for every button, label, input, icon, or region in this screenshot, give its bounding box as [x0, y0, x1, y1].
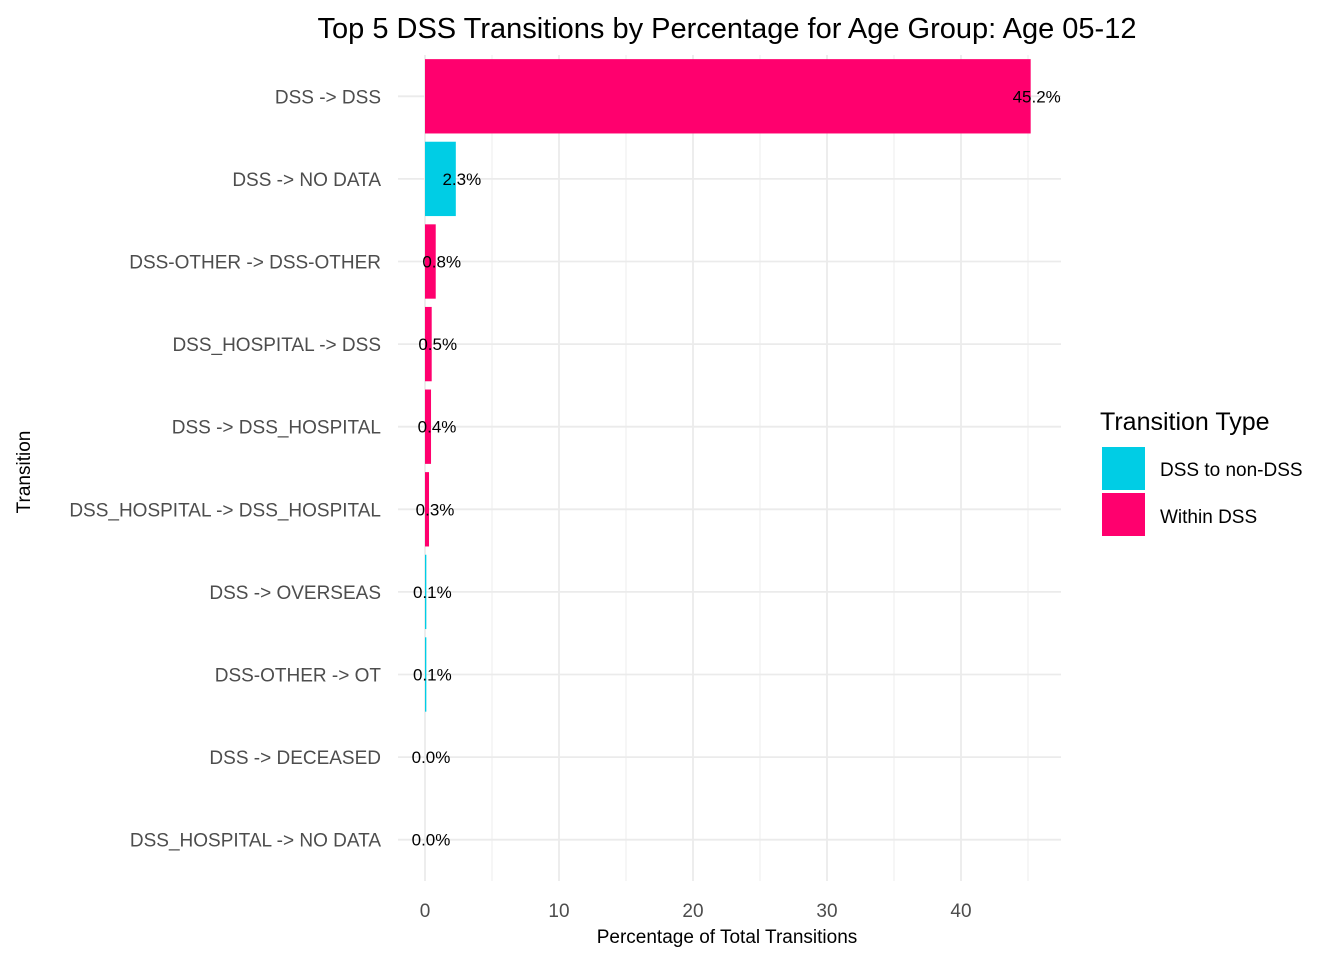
- y-tick-label: DSS -> OVERSEAS: [209, 583, 381, 604]
- y-tick-label: DSS -> DSS_HOSPITAL: [172, 418, 381, 439]
- y-tick-label: DSS-OTHER -> DSS-OTHER: [129, 253, 381, 274]
- bar-value-label: 0.1%: [413, 583, 452, 602]
- x-tick-label: 10: [548, 901, 569, 922]
- bar-labels: 45.2% 2.3% 0.8% 0.5% 0.4% 0.3% 0.1% 0.1% 0.0% 0.0…: [412, 87, 1061, 849]
- legend-title: Transition Type: [1100, 408, 1270, 436]
- x-axis-title: Percentage of Total Transitions: [597, 927, 858, 948]
- bar-dss-dss-hospital: [425, 389, 432, 464]
- grid: [398, 55, 1061, 881]
- bar-value-label: 45.2%: [1013, 87, 1061, 106]
- bar-dss-no-data: [425, 141, 456, 217]
- bars: [425, 59, 1031, 712]
- x-axis-ticks: 0 10 20 30 40: [420, 901, 972, 922]
- y-tick-label: DSS-OTHER -> OT: [215, 666, 382, 687]
- y-tick-label: DSS_HOSPITAL -> DSS: [172, 335, 381, 356]
- bar-value-label: 0.1%: [413, 666, 452, 685]
- x-tick-label: 20: [682, 901, 703, 922]
- bar-dss-overseas: [425, 554, 427, 630]
- chart-title: Top 5 DSS Transitions by Percentage for …: [318, 13, 1137, 45]
- y-tick-label: DSS_HOSPITAL -> NO DATA: [130, 831, 381, 852]
- y-tick-label: DSS -> DECEASED: [209, 748, 381, 769]
- bar-dss-hospital-dss: [425, 306, 432, 382]
- bar-dss-dss: [425, 59, 1031, 134]
- x-tick-label: 30: [816, 901, 837, 922]
- y-tick-label: DSS -> NO DATA: [232, 170, 381, 191]
- legend-label-dss-to-non-dss: DSS to non-DSS: [1160, 460, 1303, 481]
- y-axis-ticks: DSS -> DSS DSS -> NO DATA DSS-OTHER -> DSS…: [69, 87, 381, 851]
- bar-dss-other-dss-other: [425, 224, 436, 299]
- bar-value-label: 0.3%: [416, 500, 455, 519]
- legend-swatch-dss-to-non-dss: [1102, 447, 1145, 490]
- x-tick-label: 40: [950, 901, 971, 922]
- bar-value-label: 2.3%: [442, 170, 481, 189]
- bar-value-label: 0.4%: [418, 418, 457, 437]
- bar-value-label: 0.0%: [412, 831, 451, 850]
- y-tick-label: DSS_HOSPITAL -> DSS_HOSPITAL: [69, 500, 381, 521]
- legend: Transition Type DSS to non-DSS Within DS…: [1100, 408, 1303, 536]
- y-axis-title: Transition: [14, 431, 35, 514]
- x-tick-label: 0: [420, 901, 431, 922]
- bar-value-label: 0.5%: [418, 335, 457, 354]
- y-tick-label: DSS -> DSS: [275, 87, 381, 108]
- legend-label-within-dss: Within DSS: [1160, 507, 1257, 528]
- legend-swatch-within-dss: [1102, 493, 1145, 536]
- bar-dss-other-ot: [425, 637, 427, 712]
- bar-dss-hospital-dss-hospital: [425, 472, 430, 547]
- bar-value-label: 0.8%: [422, 253, 461, 272]
- bar-value-label: 0.0%: [412, 748, 451, 767]
